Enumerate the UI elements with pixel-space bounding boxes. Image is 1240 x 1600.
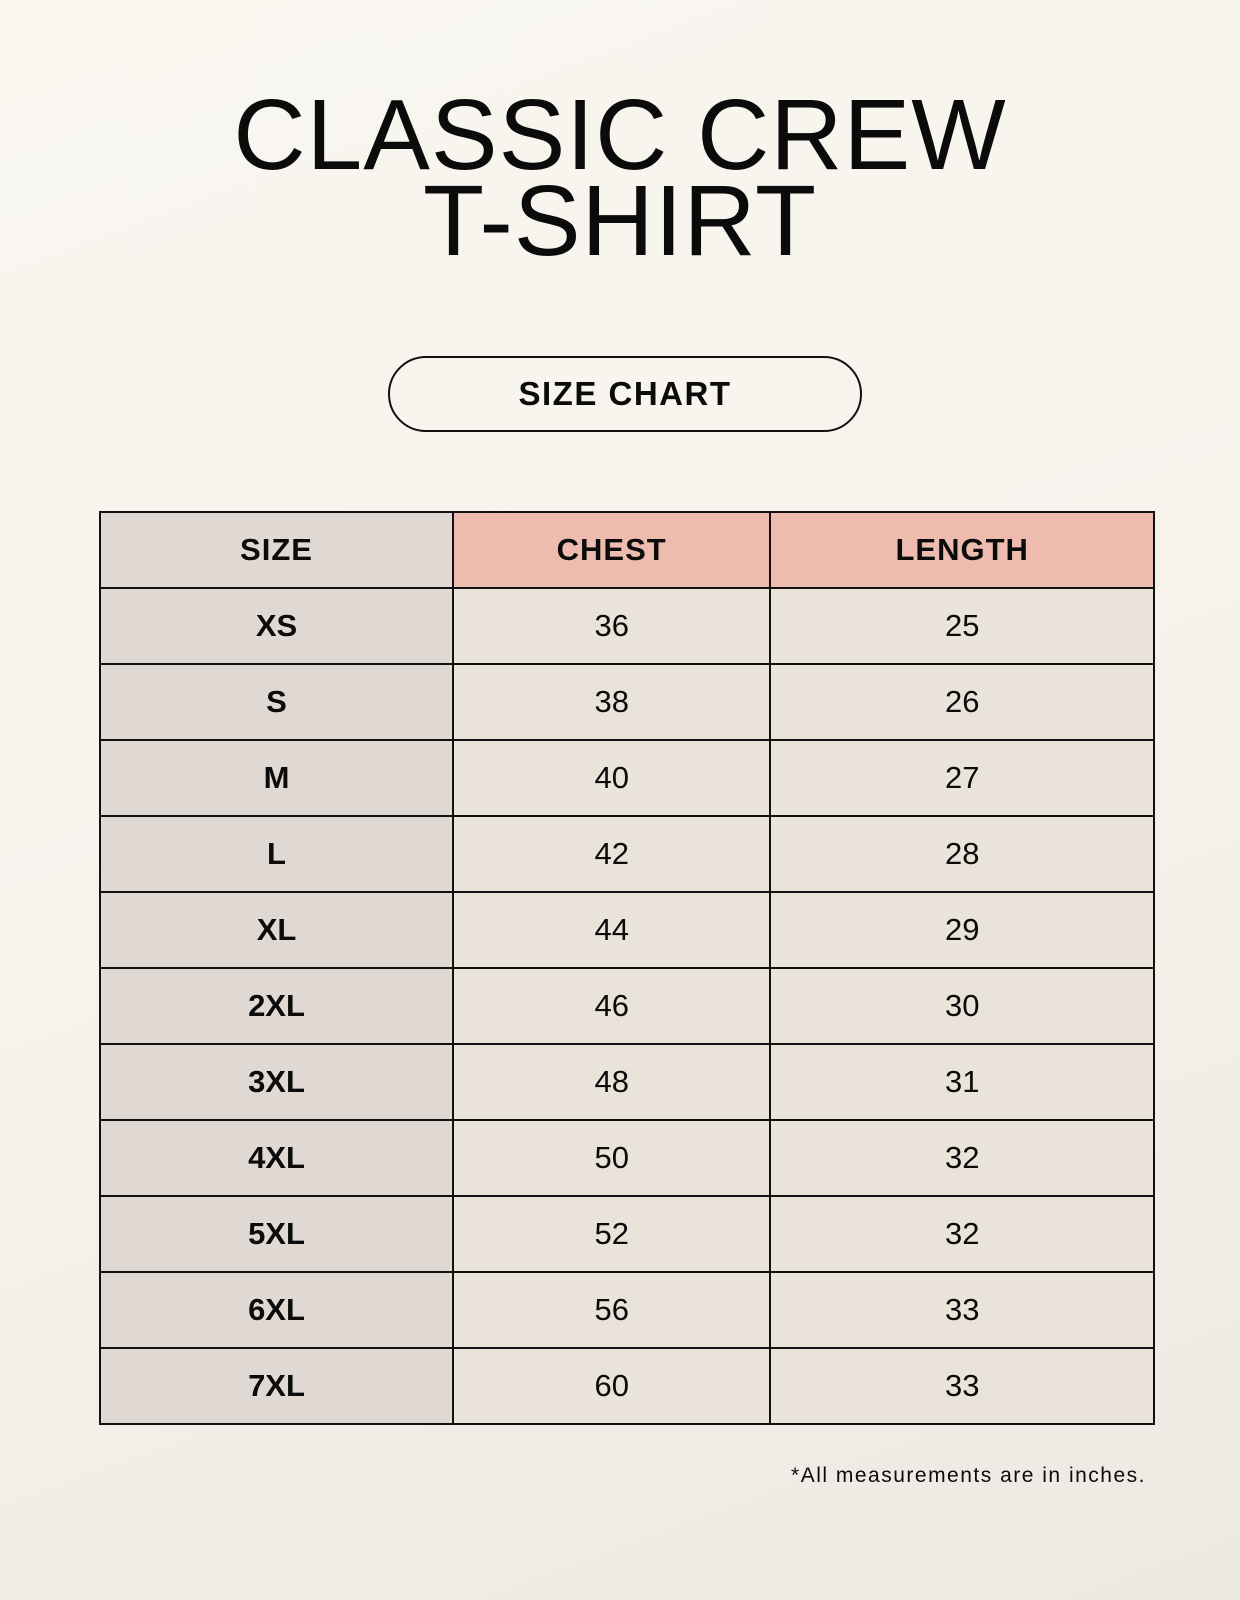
header-chest: CHEST <box>451 511 772 589</box>
cell-size: M <box>99 739 454 817</box>
table-row: 7XL 60 33 <box>99 1347 1155 1425</box>
table-row: S 38 26 <box>99 663 1155 741</box>
table-row: 6XL 56 33 <box>99 1271 1155 1349</box>
table-row: 4XL 50 32 <box>99 1119 1155 1197</box>
cell-chest: 44 <box>451 891 772 969</box>
header-size: SIZE <box>99 511 454 589</box>
cell-length: 31 <box>769 1043 1155 1121</box>
cell-size: XL <box>99 891 454 969</box>
cell-chest: 42 <box>451 815 772 893</box>
size-table: SIZE CHEST LENGTH XS 36 25 S 38 26 M 40 27 L 42 28 X… <box>99 511 1155 1425</box>
cell-chest: 38 <box>451 663 772 741</box>
cell-chest: 56 <box>451 1271 772 1349</box>
cell-length: 25 <box>769 587 1155 665</box>
table-row: 5XL 52 32 <box>99 1195 1155 1273</box>
cell-chest: 40 <box>451 739 772 817</box>
table-row: M 40 27 <box>99 739 1155 817</box>
cell-length: 26 <box>769 663 1155 741</box>
cell-length: 33 <box>769 1271 1155 1349</box>
footnote: *All measurements are in inches. <box>791 1464 1146 1487</box>
cell-chest: 50 <box>451 1119 772 1197</box>
table-row: 2XL 46 30 <box>99 967 1155 1045</box>
cell-length: 32 <box>769 1119 1155 1197</box>
cell-size: S <box>99 663 454 741</box>
cell-size: XS <box>99 587 454 665</box>
title-line-2: T-SHIRT <box>422 165 818 277</box>
table-row: XS 36 25 <box>99 587 1155 665</box>
cell-size: 2XL <box>99 967 454 1045</box>
cell-size: 4XL <box>99 1119 454 1197</box>
cell-size: 6XL <box>99 1271 454 1349</box>
table-row: L 42 28 <box>99 815 1155 893</box>
cell-chest: 52 <box>451 1195 772 1273</box>
cell-size: 5XL <box>99 1195 454 1273</box>
cell-chest: 46 <box>451 967 772 1045</box>
cell-length: 27 <box>769 739 1155 817</box>
table-row: XL 44 29 <box>99 891 1155 969</box>
size-chart-badge: SIZE CHART <box>388 356 862 432</box>
cell-length: 30 <box>769 967 1155 1045</box>
page-title: CLASSIC CREW T-SHIRT <box>0 79 1240 277</box>
cell-chest: 60 <box>451 1347 772 1425</box>
cell-length: 32 <box>769 1195 1155 1273</box>
cell-size: 3XL <box>99 1043 454 1121</box>
cell-length: 33 <box>769 1347 1155 1425</box>
table-row: 3XL 48 31 <box>99 1043 1155 1121</box>
cell-chest: 48 <box>451 1043 772 1121</box>
header-length: LENGTH <box>769 511 1155 589</box>
cell-size: L <box>99 815 454 893</box>
cell-length: 28 <box>769 815 1155 893</box>
cell-length: 29 <box>769 891 1155 969</box>
title-line-1: CLASSIC CREW <box>233 79 1007 191</box>
table-header-row: SIZE CHEST LENGTH <box>99 511 1155 589</box>
cell-chest: 36 <box>451 587 772 665</box>
cell-size: 7XL <box>99 1347 454 1425</box>
